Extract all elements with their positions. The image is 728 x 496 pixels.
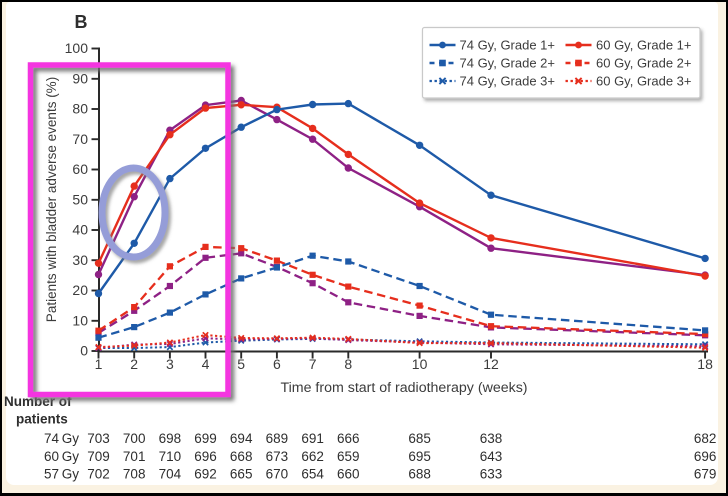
svg-text:654: 654	[301, 467, 324, 482]
svg-text:668: 668	[230, 449, 253, 464]
svg-text:696: 696	[694, 449, 717, 464]
svg-text:70: 70	[72, 131, 88, 147]
svg-text:60 Gy, Grade 2+: 60 Gy, Grade 2+	[596, 56, 692, 71]
svg-text:Patients with bladder adverse: Patients with bladder adverse events (%)	[44, 77, 59, 322]
svg-text:57 Gy: 57 Gy	[44, 467, 79, 482]
svg-text:50: 50	[72, 191, 88, 207]
svg-text:694: 694	[230, 431, 253, 446]
svg-text:695: 695	[408, 449, 431, 464]
svg-text:670: 670	[266, 467, 289, 482]
svg-text:665: 665	[230, 467, 253, 482]
svg-text:692: 692	[194, 467, 217, 482]
svg-text:688: 688	[408, 467, 431, 482]
svg-text:74 Gy, Grade 1+: 74 Gy, Grade 1+	[460, 38, 556, 53]
svg-text:689: 689	[266, 431, 289, 446]
svg-text:Number of: Number of	[4, 394, 72, 409]
svg-text:100: 100	[65, 40, 89, 56]
svg-text:18: 18	[697, 356, 713, 372]
svg-text:660: 660	[337, 467, 360, 482]
svg-text:643: 643	[480, 449, 503, 464]
svg-text:80: 80	[72, 101, 88, 117]
svg-text:60: 60	[72, 161, 88, 177]
svg-text:40: 40	[72, 222, 88, 238]
svg-text:703: 703	[87, 431, 110, 446]
svg-text:20: 20	[72, 282, 88, 298]
svg-text:7: 7	[309, 356, 317, 372]
svg-text:699: 699	[194, 431, 217, 446]
svg-text:709: 709	[87, 449, 110, 464]
svg-text:659: 659	[337, 449, 360, 464]
svg-text:0: 0	[80, 343, 88, 359]
svg-text:3: 3	[166, 356, 174, 372]
svg-text:30: 30	[72, 252, 88, 268]
svg-text:638: 638	[480, 431, 503, 446]
svg-text:6: 6	[273, 356, 281, 372]
svg-text:700: 700	[123, 431, 146, 446]
svg-text:10: 10	[412, 356, 428, 372]
svg-text:691: 691	[301, 431, 324, 446]
svg-text:10: 10	[72, 312, 88, 328]
svg-text:673: 673	[266, 449, 289, 464]
svg-text:662: 662	[301, 449, 324, 464]
svg-text:1: 1	[95, 356, 103, 372]
svg-text:702: 702	[87, 467, 110, 482]
svg-text:698: 698	[159, 431, 182, 446]
svg-text:patients: patients	[16, 412, 68, 427]
svg-text:74 Gy, Grade 2+: 74 Gy, Grade 2+	[460, 56, 556, 71]
svg-text:60 Gy: 60 Gy	[44, 449, 79, 464]
svg-text:4: 4	[202, 356, 210, 372]
svg-text:Time from start of radiotherap: Time from start of radiotherapy (weeks)	[280, 380, 527, 396]
svg-text:5: 5	[237, 356, 245, 372]
svg-text:710: 710	[159, 449, 182, 464]
svg-text:685: 685	[408, 431, 431, 446]
svg-text:696: 696	[194, 449, 217, 464]
svg-text:666: 666	[337, 431, 360, 446]
svg-text:704: 704	[159, 467, 182, 482]
svg-text:679: 679	[694, 467, 717, 482]
svg-text:90: 90	[72, 70, 88, 86]
svg-text:682: 682	[694, 431, 717, 446]
svg-text:701: 701	[123, 449, 146, 464]
svg-text:B: B	[75, 12, 88, 32]
svg-text:633: 633	[480, 467, 503, 482]
svg-text:74 Gy: 74 Gy	[44, 431, 79, 446]
svg-text:2: 2	[130, 356, 138, 372]
svg-text:12: 12	[483, 356, 499, 372]
svg-text:60 Gy, Grade 3+: 60 Gy, Grade 3+	[596, 74, 692, 89]
svg-text:8: 8	[344, 356, 352, 372]
svg-text:708: 708	[123, 467, 146, 482]
svg-text:74 Gy, Grade 3+: 74 Gy, Grade 3+	[460, 74, 556, 89]
svg-text:60 Gy, Grade 1+: 60 Gy, Grade 1+	[596, 38, 692, 53]
